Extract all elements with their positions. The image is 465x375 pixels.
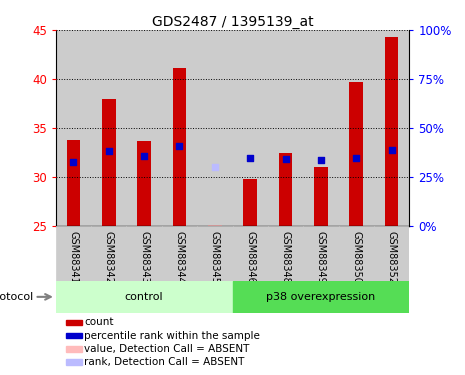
Text: GSM88348: GSM88348 [280,231,291,284]
Bar [268,226,303,281]
Bar [303,226,339,281]
Bar [232,30,268,226]
Point [176,143,183,149]
Text: percentile rank within the sample: percentile rank within the sample [84,331,260,340]
Title: GDS2487 / 1395139_at: GDS2487 / 1395139_at [152,15,313,29]
Point [282,156,289,162]
Bar [339,226,374,281]
Point [352,154,360,160]
Bar [244,179,257,226]
Point [105,148,113,154]
Bar [56,30,91,226]
Bar [232,226,268,281]
Bar [303,30,339,226]
Text: rank, Detection Call = ABSENT: rank, Detection Call = ABSENT [84,357,245,367]
Text: count: count [84,318,113,327]
Text: GSM88345: GSM88345 [210,231,220,284]
Bar [66,359,82,365]
Bar [279,153,292,226]
Bar [173,68,186,226]
Bar [66,320,82,325]
Text: GSM88344: GSM88344 [174,231,185,284]
Bar [162,226,197,281]
Text: value, Detection Call = ABSENT: value, Detection Call = ABSENT [84,344,249,354]
Bar [208,225,221,226]
Bar [56,281,232,312]
Bar [126,30,162,226]
Bar [67,140,80,226]
Bar [374,30,409,226]
Bar [268,30,303,226]
Point [246,154,254,160]
Bar [91,226,126,281]
Bar [66,333,82,338]
Text: GSM88341: GSM88341 [68,231,79,284]
Text: GSM88342: GSM88342 [104,231,114,284]
Bar [232,281,409,312]
Bar [314,167,327,226]
Bar [350,82,363,226]
Point [211,164,219,170]
Text: GSM88343: GSM88343 [139,231,149,284]
Point [70,159,77,165]
Text: control: control [125,292,164,302]
Bar [374,226,409,281]
Bar [197,226,232,281]
Bar [56,226,91,281]
Text: GSM88352: GSM88352 [386,231,397,284]
Text: GSM88346: GSM88346 [245,231,255,284]
Bar [66,346,82,352]
Bar [91,30,126,226]
Text: p38 overexpression: p38 overexpression [266,292,375,302]
Point [388,147,395,153]
Bar [102,99,115,226]
Bar [339,30,374,226]
Text: GSM88349: GSM88349 [316,231,326,284]
Bar [385,37,398,226]
Point [140,153,148,159]
Bar [138,141,151,226]
Text: protocol: protocol [0,292,33,302]
Bar [197,30,232,226]
Bar [162,30,197,226]
Text: GSM88350: GSM88350 [351,231,361,284]
Bar [126,226,162,281]
Point [317,158,325,164]
